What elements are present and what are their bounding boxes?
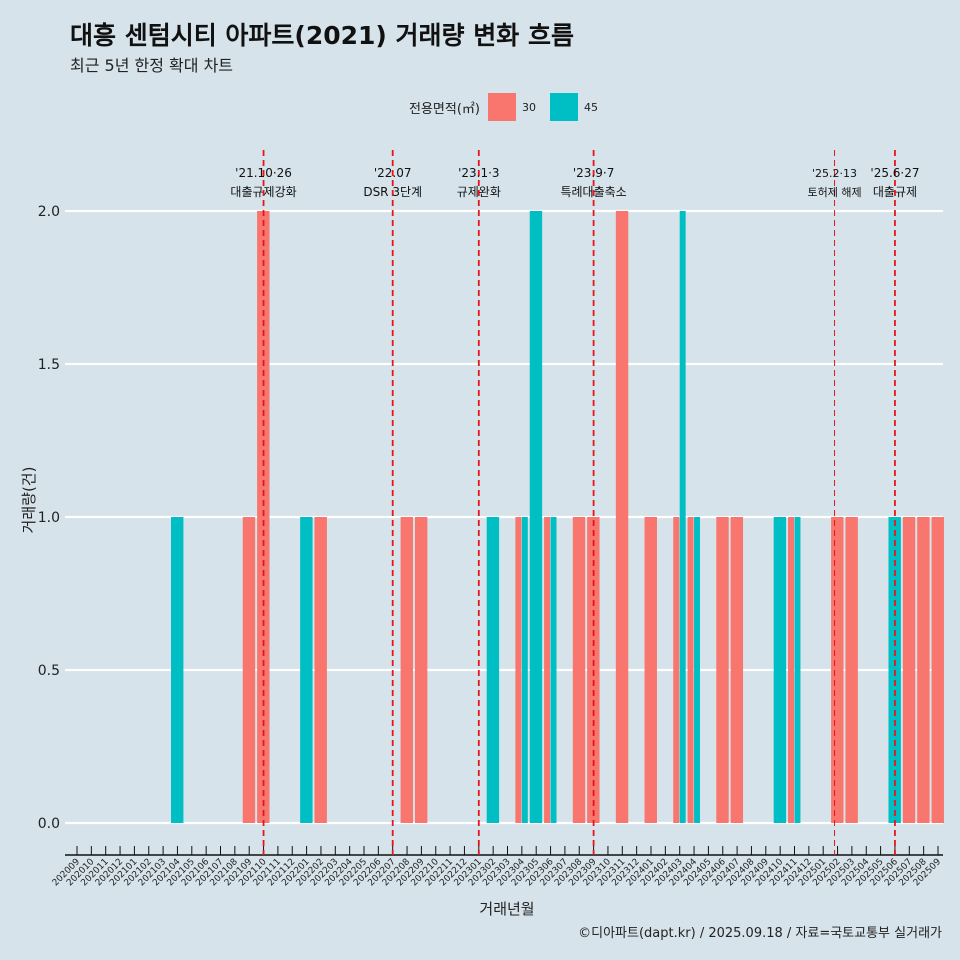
legend-key-45 [549,93,578,121]
bar-30-202406 [716,517,729,823]
event-label: 대출규제 [873,185,917,199]
bar-45-202306 [550,517,557,823]
event-label: 규제완화 [457,185,501,199]
caption: ©디아파트(dapt.kr) / 2025.09.18 / 자료=국토교통부 실… [578,926,942,941]
event-label: 특례대출축소 [560,185,626,199]
chart-subtitle: 최근 5년 한정 확대 차트 [70,56,234,75]
bar-45-202403 [679,211,686,823]
bar-30-202208 [400,517,414,823]
bar-30-202403 [673,517,680,823]
y-tick-label: 0.5 [38,663,60,679]
bar-45-202411 [794,517,801,823]
bar-30-202209 [414,517,428,823]
legend: 전용면적(㎡) 30 45 [409,93,604,121]
bar-30-202110 [257,211,270,823]
legend-label-45: 45 [583,100,598,114]
event-label: 토허제 해제 [807,185,861,199]
x-axis-title: 거래년월 [479,900,534,918]
bar-30-202304 [515,517,522,823]
event-date: '25.6·27 [870,166,919,180]
bar-30-202502 [831,517,844,823]
bar-45-202304 [521,517,528,823]
bar-45-202201 [300,517,313,823]
bar-30-202507 [902,517,916,823]
legend-key-30 [487,93,516,121]
bar-45-202302 [486,517,500,823]
bar-30-202308 [572,517,586,823]
bar-45-202404 [694,517,701,823]
chart-title: 대흥 센텀시티 아파트(2021) 거래량 변화 흐름 [70,21,574,50]
y-tick-label: 2.0 [38,204,60,220]
y-axis-title: 거래량(건) [20,467,38,534]
bar-30-202401 [644,517,657,823]
bar-30-202503 [845,517,858,823]
bar-30-202109 [242,517,256,823]
y-tick-label: 1.5 [38,357,60,373]
bar-30-202411 [788,517,794,823]
bar-30-202404 [687,517,694,823]
event-date: '22.07 [374,166,412,180]
y-tick-label: 0.0 [38,816,60,832]
legend-title: 전용면적(㎡) [409,101,480,117]
y-tick-label: 1.0 [38,510,60,526]
event-date: '21.10·26 [235,166,292,180]
bar-45-202305 [529,211,543,823]
bar-45-202410 [773,517,787,823]
event-date: '23.9·7 [573,166,614,180]
bar-30-202311 [615,211,629,823]
bar-45-202104 [170,517,184,823]
bar-30-202508 [917,517,930,823]
event-label: DSR 3단계 [363,185,422,199]
bar-30-202306 [544,517,551,823]
event-date: '25.2·13 [812,167,857,180]
event-label: 대출규제강화 [230,185,296,199]
bar-30-202202 [314,517,327,823]
event-date: '23.1·3 [458,166,499,180]
bar-30-202407 [730,517,744,823]
bar-30-202509 [931,517,944,823]
legend-label-30: 30 [521,100,536,114]
